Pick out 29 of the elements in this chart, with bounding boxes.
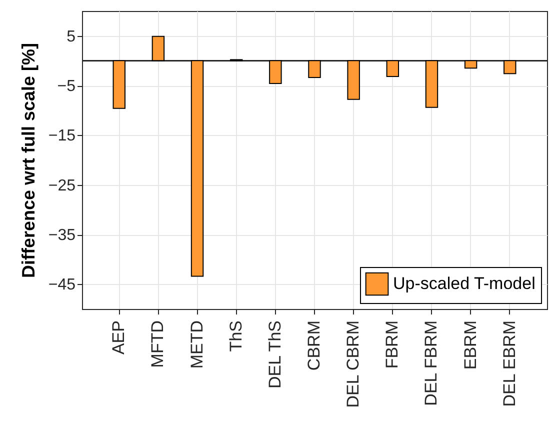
legend-label: Up-scaled T-model: [393, 274, 536, 293]
x-tick-label: FBRM: [382, 320, 402, 369]
y-tick-label: −5: [57, 78, 76, 95]
bar: [269, 60, 282, 84]
x-tick-label: DEL EBRM: [500, 320, 519, 407]
bar: [425, 60, 438, 108]
y-tick-label: −25: [48, 177, 76, 194]
y-tick-label: −45: [48, 276, 76, 294]
x-tick-label: CBRM: [304, 320, 324, 371]
bar: [308, 60, 321, 78]
x-tick-label: AEP: [109, 320, 128, 355]
y-tick-label: −35: [48, 227, 76, 244]
x-tick-label: EBRM: [460, 320, 480, 370]
bar: [152, 36, 165, 62]
bar: [347, 60, 360, 100]
x-tick-label: DEL FBRM: [422, 320, 441, 406]
y-axis-title: Difference wrt full scale [%]: [18, 42, 38, 278]
x-tick-label: DEL CBRM: [344, 320, 363, 408]
bar: [386, 60, 400, 78]
bar: [112, 60, 126, 109]
y-tick-label: −15: [48, 128, 76, 145]
x-tick-label: DEL ThS: [265, 320, 284, 389]
x-tick-label: MFTD: [148, 320, 168, 368]
bar: [190, 60, 204, 277]
y-tick-label: 5: [66, 28, 76, 46]
bar: [464, 60, 478, 69]
x-tick-label: ThS: [226, 320, 246, 352]
bar: [504, 60, 516, 74]
x-tick-label: METD: [187, 320, 206, 369]
